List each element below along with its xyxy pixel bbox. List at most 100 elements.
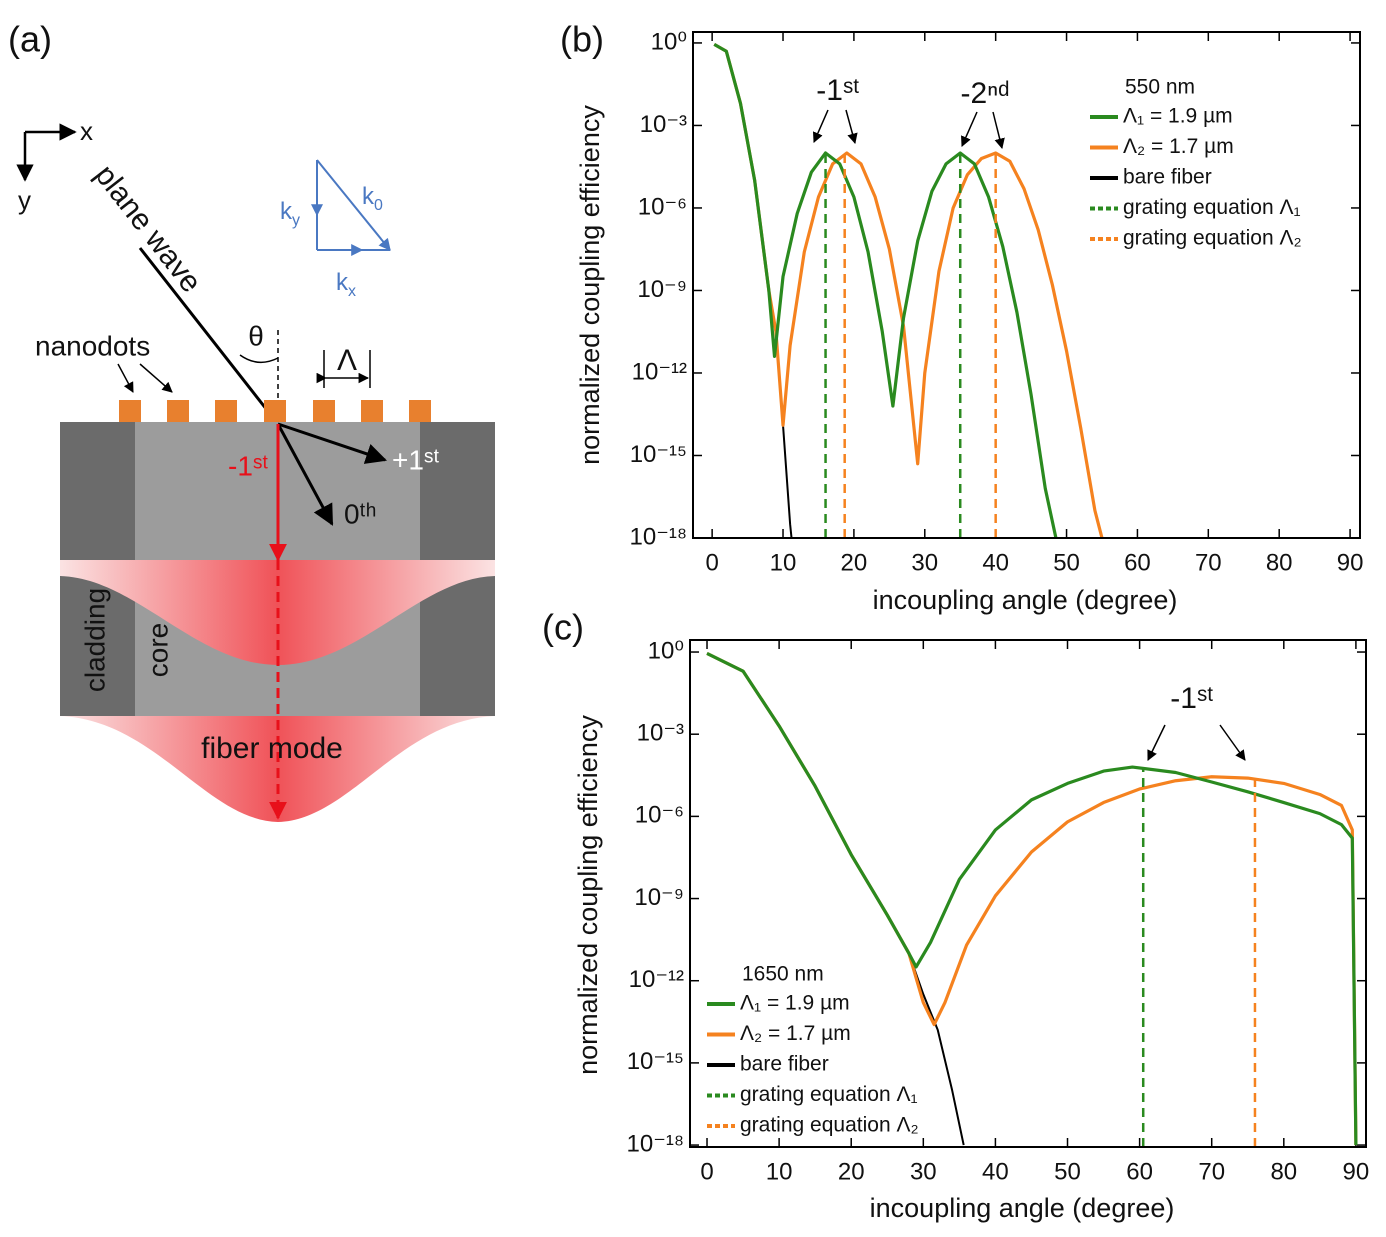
k-base: k (336, 269, 349, 296)
y-tick-label: 10⁻³ (637, 720, 684, 747)
annotation-arrow (812, 109, 829, 143)
k-sub: y (292, 212, 300, 229)
diffraction-ray (276, 423, 334, 526)
legend-label: Λ₁ = 1.9 µm (740, 992, 850, 1015)
k-label: k0 (362, 183, 383, 214)
y-tick-label: 10⁻¹⁵ (627, 1048, 684, 1075)
y-tick-label: 10⁻¹⁵ (630, 441, 687, 468)
x-tick-label: 0 (705, 549, 718, 576)
k-label: kx (336, 269, 356, 300)
plot-frame (692, 31, 1361, 539)
legend-label: grating equation Λ₂ (740, 1114, 919, 1137)
order-label: +1ˢᵗ (392, 444, 440, 475)
x-tick-label: 80 (1270, 1158, 1297, 1185)
y-tick-label: 10⁻¹⁸ (630, 523, 687, 550)
cladding-label: cladding (79, 588, 110, 692)
order-label: 0ᵗʰ (344, 498, 376, 529)
x-tick-label: 20 (838, 1158, 865, 1185)
series-line (713, 42, 1058, 538)
k-label: ky (280, 198, 300, 229)
x-tick-label: 50 (1054, 1158, 1081, 1185)
x-tick-label: 10 (766, 1158, 793, 1185)
legend-label: grating equation Λ₁ (1123, 196, 1301, 219)
k-sub: 0 (374, 197, 383, 214)
x-tick-label: 20 (841, 549, 868, 576)
y-tick-label: 10⁻⁶ (638, 193, 687, 220)
chart: (c) incoupling angle (degree) normalized c… (542, 607, 1369, 1224)
legend-label: grating equation Λ₂ (1123, 227, 1302, 250)
k-base: k (280, 198, 293, 225)
y-tick-label: 10⁰ (651, 28, 687, 55)
annotation: -1ˢᵗ (1170, 682, 1213, 715)
k-vector (316, 159, 391, 251)
x-tick-label: 80 (1266, 549, 1293, 576)
legend-label: bare fiber (1123, 166, 1212, 189)
annotation: -1ˢᵗ (816, 74, 859, 107)
annotation: -2ⁿᵈ (961, 77, 1010, 110)
angle-label: θ (248, 320, 264, 351)
period-label: Λ (337, 344, 357, 377)
panel-label: (b) (560, 19, 604, 60)
series-line (706, 651, 1358, 1146)
order-label: -1ˢᵗ (228, 450, 269, 481)
nanodot (119, 400, 141, 422)
nanodot (264, 400, 286, 422)
k-sub: x (348, 283, 356, 300)
legend-label: Λ₁ = 1.9 µm (1123, 105, 1233, 128)
x-axis-label: incoupling angle (degree) (873, 585, 1178, 615)
nanodot (361, 400, 383, 422)
diffraction-ray (277, 422, 387, 464)
x-tick-label: 90 (1343, 1158, 1370, 1185)
y-tick-label: 10⁻¹⁸ (627, 1130, 684, 1157)
pointer (139, 363, 173, 393)
chart: (b) incoupling angle (degree) normalized c… (560, 19, 1363, 616)
y-axis-label: normalized coupling efficiency (575, 105, 605, 465)
plot-frame (689, 639, 1367, 1148)
x-tick-label: 10 (770, 549, 797, 576)
k-base: k (362, 183, 375, 210)
annotation-arrow (845, 109, 858, 145)
nanodot-row (119, 400, 431, 422)
annotation-arrow (992, 111, 1005, 150)
x-tick-label: 70 (1198, 1158, 1225, 1185)
x-tick-label: 90 (1337, 549, 1364, 576)
annotation-arrow (1219, 724, 1246, 761)
x-tick-label: 60 (1126, 1158, 1153, 1185)
nanodot (215, 400, 237, 422)
y-tick-label: 10⁻¹² (629, 966, 684, 993)
x-tick-label: 30 (911, 549, 938, 576)
y-tick-label: 10⁻⁹ (634, 884, 684, 911)
incident-ray (138, 247, 280, 425)
pointer (117, 363, 134, 393)
core-label: core (142, 623, 173, 677)
y-tick-label: 10⁻⁹ (637, 276, 687, 303)
nanodot (167, 400, 189, 422)
x-tick-label: 0 (700, 1158, 713, 1185)
annotation-arrow (961, 111, 978, 147)
annotation-arrow (1147, 724, 1166, 761)
x-axis-label: incoupling angle (degree) (870, 1193, 1175, 1223)
panel-label: (a) (8, 19, 52, 60)
panel-label: (c) (542, 607, 584, 648)
x-tick-label: 60 (1124, 549, 1151, 576)
legend-label: Λ₂ = 1.7 µm (1123, 135, 1234, 158)
x-tick-label: 40 (982, 1158, 1009, 1185)
panel-a: (a) x y plane wave θ Λ nanodots ky k0 kx (8, 19, 495, 822)
legend-label: bare fiber (740, 1053, 829, 1076)
incident-label: plane wave (88, 159, 207, 299)
axis-name: y (18, 185, 31, 215)
fiber-mode-label: fiber mode (201, 732, 343, 765)
y-tick-label: 10⁰ (648, 637, 684, 664)
y-tick-label: 10⁻¹² (632, 358, 687, 385)
angle-arc (239, 354, 279, 364)
axis-name: x (80, 116, 93, 146)
legend-label: grating equation Λ₁ (740, 1083, 918, 1106)
x-tick-label: 50 (1053, 549, 1080, 576)
plot-area (706, 651, 1358, 1147)
legend-title: 550 nm (1125, 76, 1195, 99)
plot-area (713, 42, 1104, 538)
nanodots-label: nanodots (35, 330, 150, 361)
legend-title: 1650 nm (742, 963, 824, 986)
x-tick-label: 70 (1195, 549, 1222, 576)
